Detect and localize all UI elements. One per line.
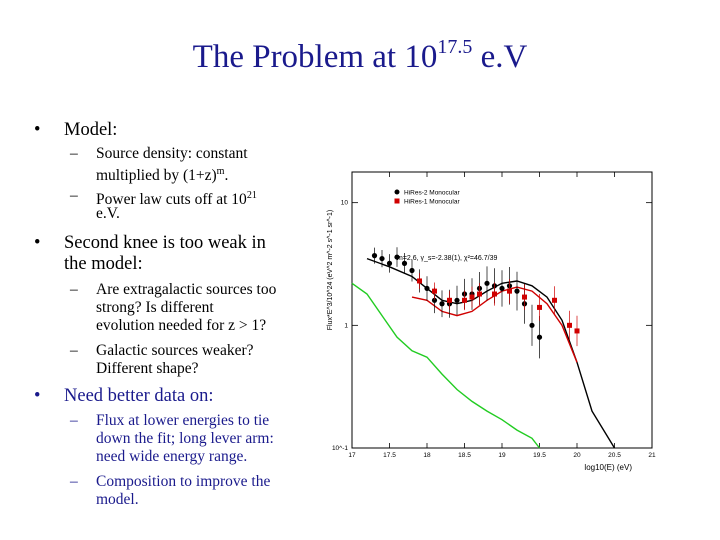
legend-marker-hires2 [394,189,400,195]
data-point-hires1 [492,291,497,297]
data-point-hires1 [462,297,467,303]
x-tick-label: 19.5 [533,452,546,459]
data-point-hires2 [371,253,378,259]
model-curve-2 [351,282,541,449]
data-point-hires2 [424,285,430,292]
plot-area [351,171,653,449]
x-tick-label: 18.5 [458,452,471,459]
y-tick-label: 1 [344,322,348,329]
data-point-hires2 [514,288,520,294]
legend-marker-hires1 [394,198,400,204]
fit-annotation: m=2.6, γ_s=-2.38(1), χ²=46.7/39 [397,255,497,262]
y-axis-label: Flux*E^3/10^24 (eV^2 m^-2 s^-1 sr^-1) [327,210,334,330]
x-tick-label: 19 [498,452,506,459]
legend-label: HiRes-1 Monocular [404,199,460,206]
x-tick-label: 18 [423,452,431,459]
slide-title: The Problem at 1017.5 e.V [192,36,528,75]
x-tick-label: 17 [348,452,356,459]
y-tick-label: 10^-1 [332,445,348,452]
data-point-hires1 [447,297,452,303]
data-point-hires1 [522,294,527,300]
x-tick-label: 20 [573,452,581,459]
data-point-hires1 [507,288,512,294]
data-point-hires1 [574,328,580,334]
x-tick-label: 20.5 [608,452,621,459]
data-point-hires2 [536,334,543,340]
data-point-hires2 [529,322,535,328]
data-point-hires1 [432,288,437,294]
x-tick-label: 17.5 [383,452,396,459]
data-point-hires2 [401,260,408,266]
data-point-hires1 [567,322,572,328]
y-tick-label: 10 [341,200,349,207]
data-point-hires1 [537,304,542,310]
data-point-hires2 [454,297,460,303]
data-point-hires2 [394,254,400,260]
x-axis-label: log10(E) (eV) [584,463,632,472]
data-point-hires1 [552,297,557,303]
data-point-hires2 [499,285,505,292]
data-point-hires1 [477,291,482,297]
flux-spectrum-chart: 17 17.5 18 18.5 19 19.5 20 20.5 21 10^-1 1 10 log10… [327,171,656,472]
legend-label: HiRes-2 Monocular [404,190,460,197]
data-point-hires1 [469,294,475,300]
model-curve-0 [366,257,616,449]
data-point-hires2 [431,297,438,303]
x-tick-label: 21 [648,452,656,459]
data-point-hires2 [379,255,385,262]
data-point-hires1 [417,278,422,284]
data-point-hires2 [439,301,445,307]
data-point-hires2 [409,267,415,274]
data-point-hires2 [386,260,393,266]
data-point-hires2 [484,280,490,286]
